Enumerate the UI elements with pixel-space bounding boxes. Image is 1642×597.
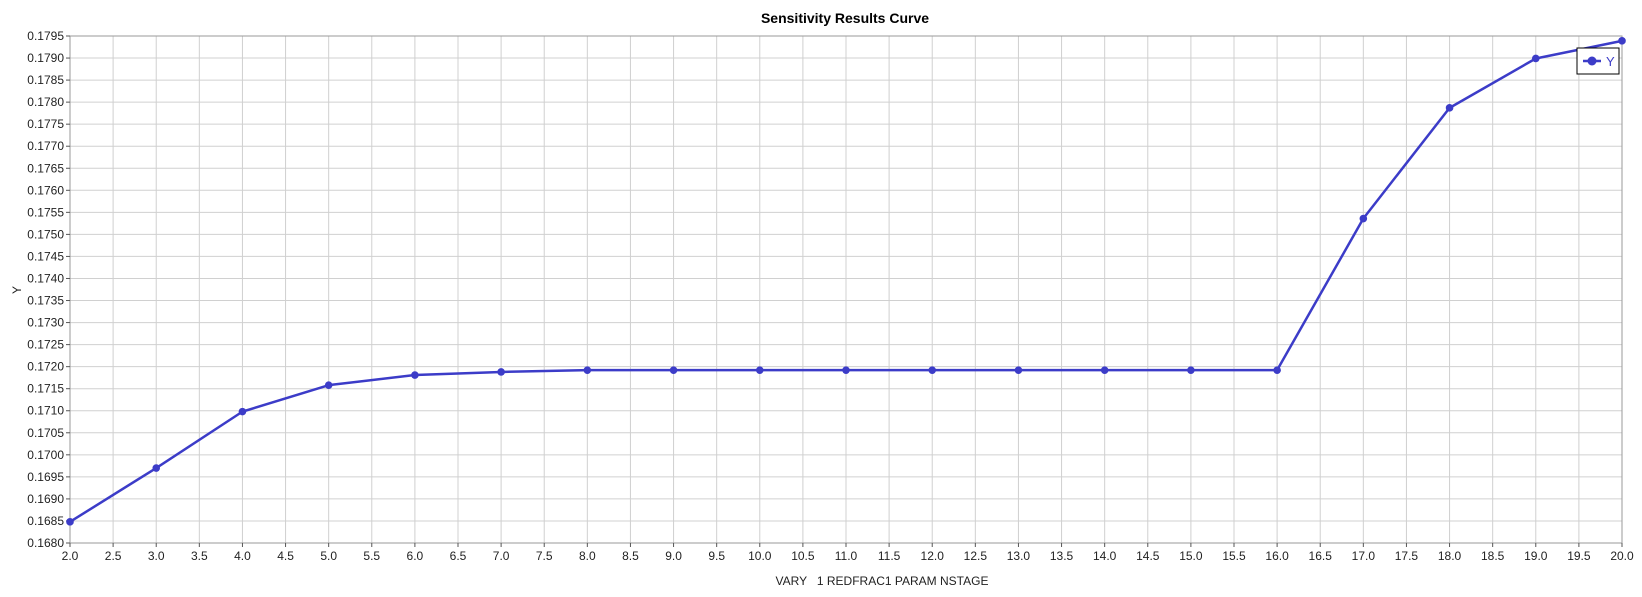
x-tick-label: 8.5 [622,549,639,563]
y-tick-label: 0.1745 [27,249,64,263]
x-tick-label: 15.0 [1179,549,1203,563]
x-tick-label: 11.5 [878,549,901,563]
data-point[interactable] [324,381,333,389]
x-tick-label: 16.5 [1309,549,1333,563]
data-point[interactable] [1531,54,1540,63]
x-tick-label: 13.5 [1050,549,1074,563]
y-tick-label: 0.1690 [27,492,64,506]
data-point[interactable] [669,366,678,374]
data-point[interactable] [928,366,937,374]
x-tick-label: 9.5 [708,549,725,563]
y-tick-label: 0.1750 [27,227,64,241]
x-tick-label: 20.0 [1610,549,1634,563]
data-point[interactable] [1445,104,1454,112]
y-tick-label: 0.1680 [27,536,64,550]
x-tick-label: 18.5 [1481,549,1505,563]
y-tick-label: 0.1760 [27,183,64,197]
data-point[interactable] [1100,366,1109,374]
legend[interactable]: Y [1576,47,1620,75]
x-tick-label: 18.0 [1438,549,1462,563]
x-tick-label: 6.0 [407,549,424,563]
data-point[interactable] [497,368,505,376]
x-tick-label: 6.5 [450,549,467,563]
legend-label-y: Y [1606,54,1615,69]
data-point[interactable] [842,366,850,374]
data-point[interactable] [1014,366,1023,374]
x-tick-label: 12.0 [921,549,945,563]
x-tick-label: 3.0 [148,549,165,563]
data-point[interactable] [66,518,74,526]
y-tick-label: 0.1730 [27,316,64,330]
x-tick-label: 10.0 [748,549,772,563]
data-point[interactable] [1273,366,1281,374]
y-tick-label: 0.1790 [27,51,64,65]
y-tick-label: 0.1700 [27,448,64,462]
y-tick-label: 0.1755 [27,205,64,219]
x-tick-label: 5.0 [320,549,337,563]
series-layer [66,37,1626,526]
y-tick-label: 0.1785 [27,73,64,87]
x-tick-label: 9.0 [665,549,682,563]
data-point[interactable] [411,371,419,379]
y-tick-label: 0.1735 [27,294,64,308]
x-axis-title: VARY 1 REDFRAC1 PARAM NSTAGE [776,574,989,588]
x-tick-label: 4.0 [234,549,251,563]
x-tick-label: 12.5 [964,549,988,563]
data-point[interactable] [755,366,764,374]
y-tick-label: 0.1775 [27,117,64,131]
x-tick-label: 5.5 [363,549,380,563]
x-axis-ticks: 2.0 2.5 3.0 3.5 4.0 4.5 5.0 5.5 6.0 6.5 7.0 7.5 8.0 8… [62,543,1634,563]
data-point[interactable] [152,464,161,472]
x-tick-label: 7.5 [536,549,553,563]
x-tick-label: 15.5 [1222,549,1246,563]
data-point[interactable] [1187,366,1195,374]
x-tick-label: 4.5 [277,549,294,563]
x-tick-label: 14.0 [1093,549,1117,563]
legend-marker [1587,56,1597,66]
x-tick-label: 16.0 [1265,549,1289,563]
y-tick-label: 0.1685 [27,514,64,528]
y-tick-label: 0.1715 [27,382,64,396]
x-tick-label: 19.5 [1567,549,1591,563]
y-tick-label: 0.1765 [27,161,64,175]
x-tick-label: 17.0 [1352,549,1376,563]
x-tick-label: 2.0 [62,549,79,563]
data-point[interactable] [238,407,247,416]
y-tick-label: 0.1705 [27,426,64,440]
x-tick-label: 17.5 [1395,549,1419,563]
chart-title: Sensitivity Results Curve [761,10,929,26]
data-point[interactable] [583,366,592,374]
data-point[interactable] [1359,214,1368,223]
y-axis-title: Y [10,286,24,294]
x-tick-label: 8.0 [579,549,596,563]
y-axis-ticks: 0.1680 0.1685 0.1690 0.1695 0.1700 0.1705 0.17… [27,29,70,550]
y-tick-label: 0.1740 [27,271,64,285]
x-tick-label: 7.0 [493,549,510,563]
y-tick-label: 0.1780 [27,95,64,109]
data-point[interactable] [1618,37,1626,45]
x-tick-label: 14.5 [1136,549,1160,563]
y-tick-label: 0.1720 [27,360,64,374]
grid-lines [69,35,1623,544]
y-tick-label: 0.1770 [27,139,64,153]
y-tick-label: 0.1795 [27,29,64,43]
x-tick-label: 3.5 [191,549,208,563]
y-tick-label: 0.1710 [27,404,64,418]
y-tick-label: 0.1725 [27,338,64,352]
x-tick-label: 19.0 [1524,549,1548,563]
y-tick-label: 0.1695 [27,470,64,484]
x-tick-label: 10.5 [791,549,815,563]
x-tick-label: 2.5 [105,549,122,563]
x-tick-label: 13.0 [1007,549,1031,563]
x-tick-label: 11.0 [835,549,858,563]
